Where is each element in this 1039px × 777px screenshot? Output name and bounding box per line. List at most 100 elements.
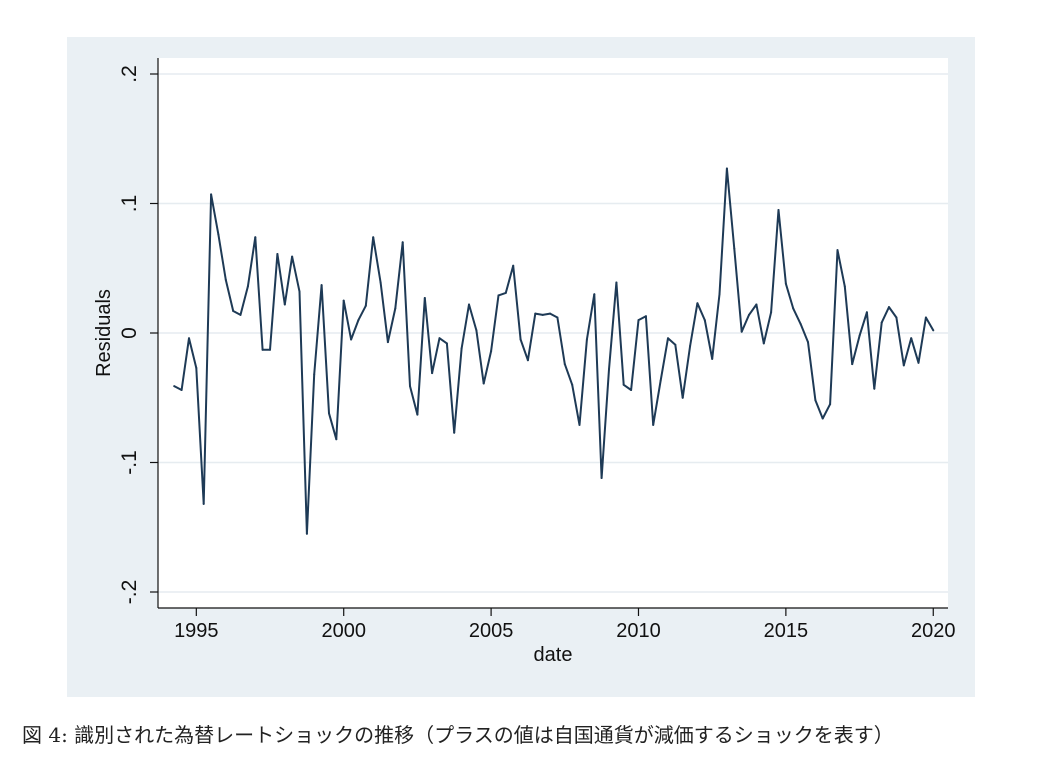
data-point: [549, 312, 552, 315]
data-point: [762, 342, 765, 345]
data-point: [880, 321, 883, 324]
x-tick-label: 2015: [764, 620, 809, 642]
y-tick-label: .1: [118, 195, 141, 213]
data-point: [269, 348, 271, 351]
data-point: [254, 236, 257, 239]
data-point: [563, 363, 566, 366]
data-point: [386, 341, 389, 344]
data-point: [851, 363, 854, 366]
data-point: [409, 385, 411, 388]
data-point: [681, 396, 684, 399]
y-tick-label: .2: [118, 65, 141, 83]
data-point: [239, 313, 242, 316]
data-point: [416, 413, 419, 416]
data-point: [888, 306, 890, 309]
x-tick-label: 2000: [321, 620, 366, 642]
data-point: [232, 310, 235, 312]
data-point: [858, 334, 861, 337]
data-point: [320, 284, 323, 287]
y-tick-label: -.1: [118, 450, 141, 475]
figure-caption: 図 4: 識別された為替レートショックの推移（プラスの値は自国通貨が減価するショ…: [22, 723, 894, 747]
data-point: [696, 302, 699, 305]
y-tick-label: 0: [118, 327, 141, 339]
data-point: [740, 330, 743, 333]
data-point: [246, 285, 249, 288]
data-point: [364, 304, 367, 307]
data-point: [350, 338, 353, 341]
data-point: [571, 383, 574, 386]
data-point: [490, 350, 493, 353]
data-point: [526, 359, 529, 362]
data-point: [622, 383, 625, 386]
data-point: [195, 367, 198, 369]
data-point: [180, 389, 183, 391]
data-point: [202, 502, 205, 505]
data-point: [910, 337, 913, 340]
data-point: [585, 338, 588, 341]
data-point: [593, 293, 596, 296]
data-point: [504, 291, 507, 294]
data-point: [460, 347, 463, 350]
data-point: [482, 382, 485, 385]
data-point: [276, 253, 279, 255]
data-point: [873, 387, 876, 390]
y-tick-label: -.2: [118, 580, 141, 605]
data-point: [667, 337, 669, 340]
data-point: [821, 417, 824, 420]
data-point: [608, 368, 610, 371]
data-point: [210, 193, 213, 196]
data-point: [468, 303, 470, 306]
data-point: [829, 403, 832, 406]
data-point: [401, 241, 404, 244]
data-point: [423, 297, 426, 299]
data-point: [644, 315, 647, 318]
data-point: [556, 316, 559, 319]
data-point: [932, 329, 935, 332]
data-point: [261, 348, 264, 351]
data-point: [770, 311, 773, 314]
data-point: [902, 364, 905, 367]
data-point: [755, 303, 758, 306]
data-point: [600, 477, 603, 479]
data-point: [733, 247, 736, 250]
data-point: [305, 532, 308, 535]
data-point: [652, 423, 655, 426]
data-point: [865, 311, 868, 314]
data-point: [659, 379, 662, 382]
data-point: [298, 290, 301, 293]
data-point: [453, 431, 456, 434]
data-point: [475, 329, 478, 332]
data-point: [283, 303, 286, 306]
axes: -.2 -.1 0 .1 .2 1995 2000 2005 2010 2015 2020: [118, 58, 956, 642]
data-point: [497, 294, 500, 297]
data-point: [328, 412, 330, 415]
data-point: [843, 285, 846, 288]
data-point: [188, 337, 190, 340]
data-point: [431, 372, 434, 375]
data-point: [335, 438, 338, 441]
data-point: [799, 322, 802, 325]
residuals-series-line: [173, 167, 935, 535]
data-point: [291, 255, 294, 258]
series-layer: [173, 167, 935, 535]
data-point: [895, 316, 898, 319]
data-point: [438, 337, 441, 340]
data-point: [519, 338, 522, 341]
data-point: [534, 312, 537, 315]
data-point: [711, 357, 714, 360]
data-point: [689, 345, 692, 347]
data-point: [836, 249, 839, 252]
data-point: [703, 319, 706, 322]
data-point: [792, 307, 795, 310]
data-point: [637, 319, 640, 322]
data-point: [372, 236, 375, 239]
data-point: [224, 278, 227, 281]
data-point: [807, 341, 809, 344]
data-point: [748, 313, 750, 316]
y-axis-title: Residuals: [93, 289, 115, 377]
data-point: [173, 385, 176, 388]
data-point: [718, 293, 721, 296]
x-tick-label: 2005: [469, 620, 514, 642]
x-axis-title: date: [534, 644, 573, 666]
